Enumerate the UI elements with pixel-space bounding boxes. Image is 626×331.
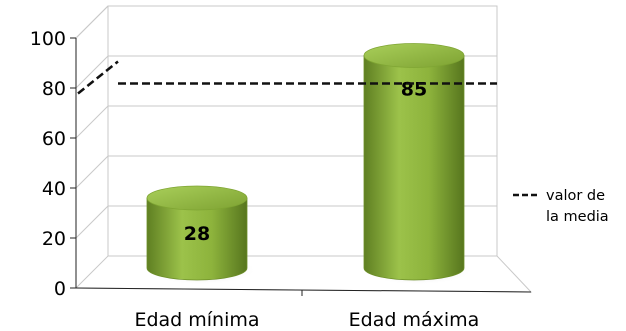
legend-label-line1: valor de: [546, 188, 605, 204]
bar: 85: [362, 43, 474, 285]
legend: valor de la media: [513, 188, 609, 225]
gridline-diagonal: [75, 5, 109, 39]
y-tick-label: 0: [54, 278, 66, 300]
gridline-diagonal: [75, 55, 109, 89]
x-axis-line: [75, 287, 532, 293]
gridline-diagonal: [75, 155, 109, 189]
x-axis-labels: Edad mínima Edad máxima: [134, 309, 479, 331]
category-label: Edad máxima: [349, 309, 480, 331]
y-tick-label: 60: [42, 128, 66, 150]
y-tick-label: 80: [42, 78, 66, 100]
y-tick-label: 40: [42, 178, 66, 200]
data-label: 85: [401, 79, 427, 101]
bar: 28: [145, 185, 257, 285]
gridline-diagonal: [75, 205, 109, 239]
bar-body: [363, 55, 465, 281]
bars: 28 85: [145, 43, 474, 285]
legend-label-line2: la media: [546, 209, 609, 225]
y-tick-label: 20: [42, 228, 66, 250]
category-label: Edad mínima: [134, 309, 259, 331]
bar-top: [146, 185, 248, 211]
bar-body: [146, 197, 248, 281]
bar-top: [363, 43, 465, 68]
y-axis-ticks: 0 20 40 60 80 100: [30, 28, 532, 300]
data-label: 28: [184, 223, 210, 245]
gridline-diagonal: [75, 105, 109, 139]
mean-line-diagonal: [77, 60, 119, 95]
mean-line: [77, 60, 497, 95]
y-tick-label: 100: [30, 28, 66, 50]
